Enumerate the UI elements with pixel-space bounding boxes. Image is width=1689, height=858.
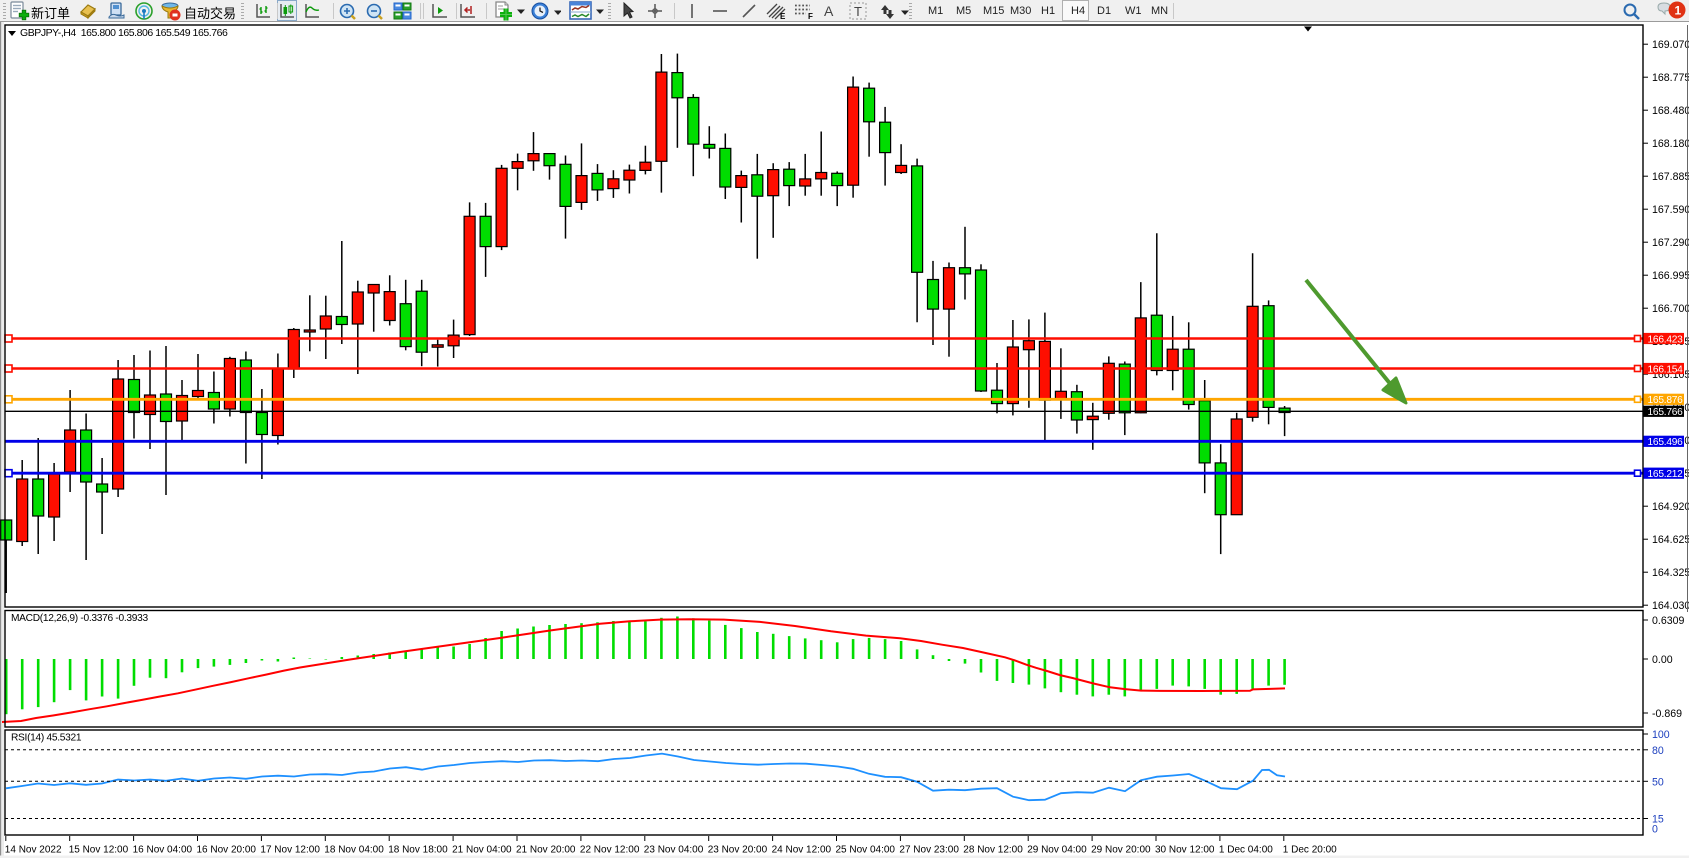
svg-text:165.496: 165.496 — [1648, 437, 1684, 448]
svg-text:164.920: 164.920 — [1652, 501, 1689, 513]
svg-text:-0.869: -0.869 — [1652, 708, 1682, 720]
svg-text:1: 1 — [1675, 4, 1682, 18]
svg-text:166.423: 166.423 — [1648, 334, 1684, 345]
svg-text:24 Nov 12:00: 24 Nov 12:00 — [772, 845, 832, 856]
svg-text:168.775: 168.775 — [1652, 72, 1689, 84]
svg-text:17 Nov 12:00: 17 Nov 12:00 — [260, 845, 320, 856]
svg-text:166.995: 166.995 — [1652, 270, 1689, 282]
svg-text:80: 80 — [1652, 745, 1664, 757]
svg-text:F: F — [808, 12, 813, 20]
svg-text:E: E — [780, 12, 786, 20]
svg-text:167.885: 167.885 — [1652, 171, 1689, 183]
svg-text:21 Nov 20:00: 21 Nov 20:00 — [516, 845, 576, 856]
svg-text:166.700: 166.700 — [1652, 303, 1689, 315]
svg-text:166.154: 166.154 — [1648, 364, 1684, 375]
svg-text:168.480: 168.480 — [1652, 105, 1689, 117]
svg-text:165.212: 165.212 — [1648, 469, 1684, 480]
svg-text:167.290: 167.290 — [1652, 237, 1689, 249]
svg-text:1 Dec 04:00: 1 Dec 04:00 — [1219, 845, 1273, 856]
svg-text:21 Nov 04:00: 21 Nov 04:00 — [452, 845, 512, 856]
svg-text:100: 100 — [1652, 729, 1670, 741]
svg-text:50: 50 — [1652, 776, 1664, 788]
svg-text:16 Nov 04:00: 16 Nov 04:00 — [133, 845, 193, 856]
svg-text:MACD(12,26,9) -0.3376 -0.3933: MACD(12,26,9) -0.3376 -0.3933 — [11, 613, 148, 624]
svg-text:T: T — [854, 4, 862, 19]
svg-text:15 Nov 12:00: 15 Nov 12:00 — [69, 845, 129, 856]
svg-text:18 Nov 04:00: 18 Nov 04:00 — [324, 845, 384, 856]
svg-text:167.590: 167.590 — [1652, 204, 1689, 216]
svg-text:165.876: 165.876 — [1648, 395, 1684, 406]
svg-text:168.180: 168.180 — [1652, 138, 1689, 150]
svg-text:27 Nov 23:00: 27 Nov 23:00 — [899, 845, 959, 856]
svg-text:164.325: 164.325 — [1652, 567, 1689, 579]
svg-text:14 Nov 2022: 14 Nov 2022 — [5, 845, 62, 856]
svg-text:16 Nov 20:00: 16 Nov 20:00 — [197, 845, 257, 856]
svg-text:22 Nov 12:00: 22 Nov 12:00 — [580, 845, 640, 856]
svg-text:30 Nov 12:00: 30 Nov 12:00 — [1155, 845, 1215, 856]
svg-text:18 Nov 18:00: 18 Nov 18:00 — [388, 845, 448, 856]
svg-text:0: 0 — [1652, 824, 1658, 836]
svg-text:0.00: 0.00 — [1652, 654, 1673, 666]
svg-text:15: 15 — [1652, 814, 1664, 826]
svg-text:1 Dec 20:00: 1 Dec 20:00 — [1283, 845, 1337, 856]
svg-text:29 Nov 04:00: 29 Nov 04:00 — [1027, 845, 1087, 856]
svg-text:169.070: 169.070 — [1652, 39, 1689, 51]
svg-text:164.625: 164.625 — [1652, 534, 1689, 546]
svg-text:29 Nov 20:00: 29 Nov 20:00 — [1091, 845, 1151, 856]
svg-text:23 Nov 04:00: 23 Nov 04:00 — [644, 845, 704, 856]
svg-text:23 Nov 20:00: 23 Nov 20:00 — [708, 845, 768, 856]
svg-text:28 Nov 12:00: 28 Nov 12:00 — [963, 845, 1023, 856]
svg-text:165.766: 165.766 — [1648, 407, 1684, 418]
svg-text:GBPJPY-,H4 165.800 165.806 16: GBPJPY-,H4 165.800 165.806 165.549 165.7… — [20, 27, 228, 39]
svg-text:0.6309: 0.6309 — [1652, 615, 1685, 627]
svg-text:25 Nov 04:00: 25 Nov 04:00 — [836, 845, 896, 856]
svg-text:RSI(14) 45.5321: RSI(14) 45.5321 — [11, 733, 82, 744]
svg-text:164.030: 164.030 — [1652, 600, 1689, 612]
